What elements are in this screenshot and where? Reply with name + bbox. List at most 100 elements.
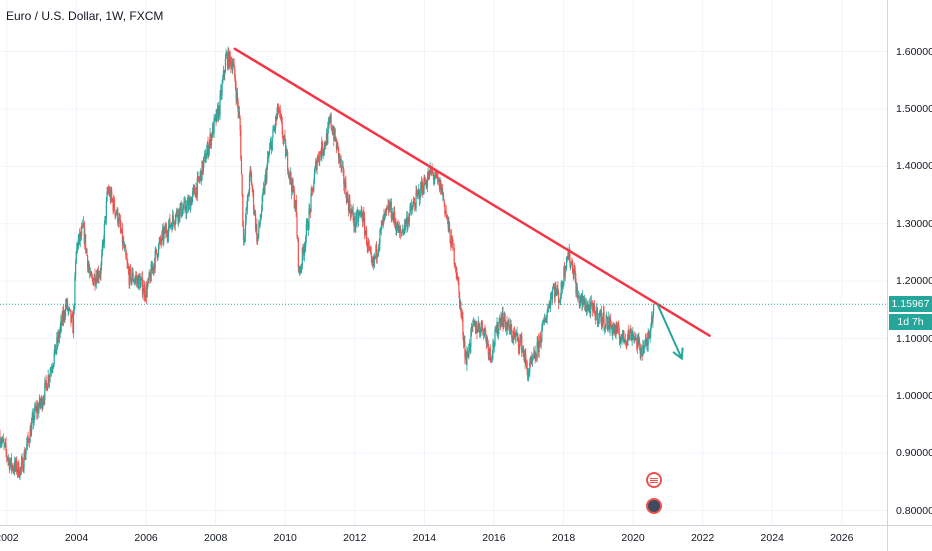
candle-body bbox=[119, 219, 122, 228]
candle-body bbox=[265, 173, 267, 181]
candle-body bbox=[547, 307, 549, 312]
candle-body bbox=[72, 316, 74, 334]
candle-body bbox=[85, 234, 87, 251]
candle-body bbox=[270, 142, 272, 145]
candle-body bbox=[301, 265, 303, 267]
candle-body bbox=[285, 151, 287, 157]
candle-body bbox=[52, 363, 55, 367]
candle-body bbox=[564, 267, 566, 276]
candle-body bbox=[15, 460, 17, 468]
candle-body bbox=[549, 297, 552, 309]
candle-body bbox=[636, 337, 639, 349]
candle-body bbox=[418, 190, 420, 192]
candle-body bbox=[466, 352, 468, 365]
chart-canvas[interactable] bbox=[0, 0, 887, 525]
chart-area[interactable]: Euro / U.S. Dollar, 1W, FXCM bbox=[0, 0, 887, 525]
candle-body bbox=[371, 256, 373, 263]
candle-body bbox=[545, 317, 548, 323]
candle-body bbox=[348, 199, 350, 211]
candle-body bbox=[429, 167, 431, 171]
candle-body bbox=[58, 333, 61, 339]
candle-body bbox=[64, 316, 66, 318]
candle-body bbox=[220, 90, 223, 96]
candle-body bbox=[300, 266, 302, 272]
candle-body bbox=[384, 213, 386, 217]
candle-body bbox=[50, 369, 53, 371]
candle-body bbox=[355, 224, 357, 228]
candle-body bbox=[502, 312, 504, 327]
candle-body bbox=[70, 310, 72, 322]
candle-body bbox=[259, 220, 261, 225]
candle-body bbox=[190, 200, 192, 211]
globe-icon[interactable] bbox=[645, 498, 662, 514]
candle-body bbox=[182, 208, 184, 210]
candle-body bbox=[218, 106, 220, 120]
candle-body bbox=[426, 185, 428, 187]
candle-body bbox=[347, 193, 349, 201]
candle-body bbox=[36, 406, 39, 414]
candle-body bbox=[113, 199, 115, 211]
candle-body bbox=[209, 134, 211, 143]
candle-body bbox=[48, 375, 50, 382]
candle-body bbox=[489, 348, 491, 358]
candle-body bbox=[189, 198, 191, 211]
candle-body bbox=[103, 241, 105, 244]
candle-body bbox=[339, 154, 341, 163]
candle-body bbox=[164, 226, 166, 234]
candle-body bbox=[444, 211, 447, 214]
candle-body bbox=[626, 342, 628, 344]
candle-body bbox=[155, 249, 158, 254]
candle-body bbox=[543, 319, 545, 323]
candle-body bbox=[253, 208, 255, 214]
candle-body bbox=[446, 215, 448, 217]
candle-body bbox=[605, 318, 607, 326]
candle-body bbox=[612, 328, 614, 334]
candle-body bbox=[598, 313, 600, 319]
candle-body bbox=[36, 407, 38, 414]
candle-body bbox=[131, 272, 134, 279]
candle-body bbox=[34, 406, 36, 418]
candle-body bbox=[33, 417, 35, 423]
candle-body bbox=[450, 235, 453, 248]
candle-body bbox=[220, 90, 222, 95]
candle-body bbox=[450, 243, 452, 248]
candle-body bbox=[201, 161, 203, 181]
candle-body bbox=[501, 312, 503, 325]
price-scale[interactable]: 0.80000 0.90000 1.00000 1.10000 1.20000 1.300… bbox=[887, 0, 932, 525]
time-scale[interactable]: 2002 2004 2006 2008 2010 2012 2014 2016 2018 2020… bbox=[0, 525, 887, 551]
candle-body bbox=[287, 170, 289, 175]
candle-body bbox=[569, 250, 571, 266]
candle-body bbox=[434, 171, 437, 178]
candle-body bbox=[583, 303, 585, 305]
price-tick-label: 1.10000 bbox=[896, 332, 932, 345]
candle-body bbox=[504, 312, 506, 323]
candle-body bbox=[398, 226, 400, 232]
candle-body bbox=[325, 145, 327, 147]
candle-body bbox=[75, 251, 77, 264]
candle-body bbox=[315, 161, 317, 167]
candle-body bbox=[200, 170, 202, 181]
candle-body bbox=[147, 279, 149, 287]
candle-body bbox=[412, 205, 414, 210]
candle-body bbox=[529, 361, 532, 364]
candle-body bbox=[331, 129, 334, 135]
candle-body bbox=[585, 310, 587, 311]
candle-body bbox=[190, 200, 192, 205]
candle-body bbox=[520, 335, 522, 340]
candle-body bbox=[51, 368, 53, 371]
candle-body bbox=[513, 332, 516, 334]
candle-body bbox=[567, 253, 569, 257]
symbol-legend[interactable]: Euro / U.S. Dollar, 1W, FXCM bbox=[6, 9, 164, 23]
candle-body bbox=[41, 397, 43, 409]
candle-body bbox=[555, 286, 557, 294]
candle-body bbox=[608, 317, 610, 331]
candle-body bbox=[601, 317, 603, 326]
candle-body bbox=[559, 300, 561, 303]
candle-body bbox=[216, 108, 219, 110]
flag-icon[interactable] bbox=[645, 472, 662, 488]
candle-body bbox=[410, 205, 412, 210]
candle-body bbox=[82, 225, 84, 228]
candle-body bbox=[252, 190, 255, 209]
candle-body bbox=[503, 320, 505, 327]
candle-body bbox=[357, 215, 360, 222]
